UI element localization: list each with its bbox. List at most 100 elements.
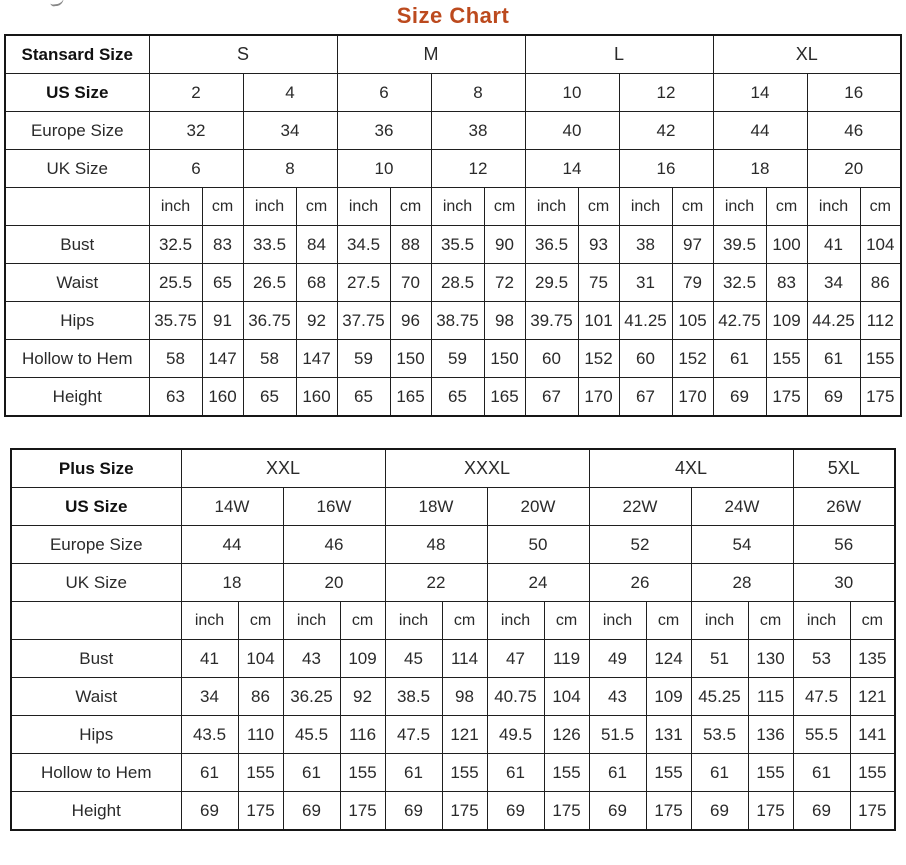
measurement-value-cell: 69 <box>792 791 851 831</box>
measurement-value-cell: 28.5 <box>430 263 485 302</box>
size-value-cell: 16 <box>618 149 714 188</box>
measurement-value-cell: 135 <box>849 639 896 678</box>
measurement-value-cell: 39.75 <box>524 301 579 340</box>
measurement-value-cell: 69 <box>486 791 545 831</box>
measurement-value-cell: 61 <box>712 339 767 378</box>
measurement-value-cell: 31 <box>618 263 673 302</box>
size-value-cell: 6 <box>148 149 244 188</box>
size-value-cell: 8 <box>430 73 526 112</box>
measurement-value-cell: 150 <box>389 339 432 378</box>
size-value-cell: 16 <box>806 73 902 112</box>
size-value-cell: 46 <box>806 111 902 150</box>
unit-cm-cell: cm <box>441 601 488 640</box>
unit-cm-cell: cm <box>237 601 284 640</box>
measurement-row: Waist 34 86 36.25 92 38.5 98 40.75 104 43 109 45.25… <box>10 677 896 716</box>
row-label: US Size <box>4 73 150 112</box>
measurement-value-cell: 63 <box>148 377 203 417</box>
measurement-value-cell: 112 <box>859 301 902 340</box>
measurement-row: Bust 41 104 43 109 45 114 47 119 49 124 51 130 53 135 <box>10 639 896 678</box>
measurement-value-cell: 61 <box>792 753 851 792</box>
measurement-value-cell: 109 <box>645 677 692 716</box>
measurement-value-cell: 38 <box>618 225 673 264</box>
measurement-value-cell: 43 <box>588 677 647 716</box>
measurement-value-cell: 47 <box>486 639 545 678</box>
measurement-value-cell: 58 <box>242 339 297 378</box>
measurement-value-cell: 41 <box>180 639 239 678</box>
measurement-value-cell: 175 <box>765 377 808 417</box>
measurement-value-cell: 69 <box>180 791 239 831</box>
measurement-value-cell: 105 <box>671 301 714 340</box>
unit-cm-cell: cm <box>859 187 902 226</box>
size-row: Europe Size 32 34 36 38 40 42 44 46 <box>4 111 902 150</box>
size-value-cell: 10 <box>524 73 620 112</box>
unit-inch-cell: inch <box>336 187 391 226</box>
measurement-value-cell: 93 <box>577 225 620 264</box>
size-row: Europe Size 44 46 48 50 52 54 56 <box>10 525 896 564</box>
measurement-value-cell: 61 <box>384 753 443 792</box>
size-group-row: Stansard Size S M L XL <box>4 34 902 74</box>
measurement-value-cell: 61 <box>588 753 647 792</box>
size-group-cell: XXXL <box>384 448 590 488</box>
measurement-value-cell: 61 <box>690 753 749 792</box>
measurement-value-cell: 92 <box>295 301 338 340</box>
measurement-value-cell: 65 <box>242 377 297 417</box>
standard-size-table: Stansard Size S M L XL US Size 2 4 6 8 10 12 14 16 Eur… <box>4 34 902 417</box>
measurement-value-cell: 69 <box>806 377 861 417</box>
measurement-value-cell: 86 <box>859 263 902 302</box>
measurement-value-cell: 160 <box>295 377 338 417</box>
measurement-value-cell: 43.5 <box>180 715 239 754</box>
unit-cm-cell: cm <box>389 187 432 226</box>
measurement-row: Hips 43.5 110 45.5 116 47.5 121 49.5 126 51.5 131 5… <box>10 715 896 754</box>
measurement-value-cell: 32.5 <box>712 263 767 302</box>
size-row: UK Size 6 8 10 12 14 16 18 20 <box>4 149 902 188</box>
measurement-row: Bust 32.5 83 33.5 84 34.5 88 35.5 90 36.5 93 38 97 39… <box>4 225 902 264</box>
unit-inch-cell: inch <box>282 601 341 640</box>
measurement-value-cell: 42.75 <box>712 301 767 340</box>
size-value-cell: 12 <box>618 73 714 112</box>
measurement-value-cell: 49 <box>588 639 647 678</box>
measurement-value-cell: 60 <box>524 339 579 378</box>
measurement-value-cell: 155 <box>859 339 902 378</box>
unit-cm-cell: cm <box>543 601 590 640</box>
measurement-value-cell: 165 <box>483 377 526 417</box>
measurement-value-cell: 37.75 <box>336 301 391 340</box>
measurement-value-cell: 83 <box>765 263 808 302</box>
row-label-empty <box>4 187 150 226</box>
measurement-value-cell: 155 <box>645 753 692 792</box>
measurement-value-cell: 36.5 <box>524 225 579 264</box>
measurement-value-cell: 47.5 <box>792 677 851 716</box>
measurement-value-cell: 70 <box>389 263 432 302</box>
row-label: Hips <box>4 301 150 340</box>
table-corner-label: Plus Size <box>10 448 182 488</box>
unit-inch-cell: inch <box>618 187 673 226</box>
measurement-value-cell: 40.75 <box>486 677 545 716</box>
measurement-value-cell: 110 <box>237 715 284 754</box>
measurement-value-cell: 49.5 <box>486 715 545 754</box>
measurement-value-cell: 152 <box>577 339 620 378</box>
measurement-value-cell: 59 <box>430 339 485 378</box>
measurement-value-cell: 26.5 <box>242 263 297 302</box>
measurement-value-cell: 34 <box>180 677 239 716</box>
size-group-cell: M <box>336 34 526 74</box>
row-label: Hollow to Hem <box>4 339 150 378</box>
measurement-value-cell: 155 <box>849 753 896 792</box>
row-label: Europe Size <box>10 525 182 564</box>
row-label: UK Size <box>10 563 182 602</box>
measurement-value-cell: 41.25 <box>618 301 673 340</box>
measurement-value-cell: 53.5 <box>690 715 749 754</box>
measurement-value-cell: 65 <box>430 377 485 417</box>
measurement-value-cell: 155 <box>765 339 808 378</box>
measurement-value-cell: 45.25 <box>690 677 749 716</box>
measurement-value-cell: 170 <box>577 377 620 417</box>
measurement-value-cell: 104 <box>237 639 284 678</box>
size-value-cell: 50 <box>486 525 590 564</box>
unit-cm-cell: cm <box>201 187 244 226</box>
row-label: US Size <box>10 487 182 526</box>
measurement-value-cell: 41 <box>806 225 861 264</box>
size-value-cell: 38 <box>430 111 526 150</box>
measurement-value-cell: 155 <box>543 753 590 792</box>
measurement-row: Hollow to Hem 58 147 58 147 59 150 59 150 60 152 60… <box>4 339 902 378</box>
measurement-value-cell: 131 <box>645 715 692 754</box>
measurement-value-cell: 96 <box>389 301 432 340</box>
size-row: UK Size 18 20 22 24 26 28 30 <box>10 563 896 602</box>
